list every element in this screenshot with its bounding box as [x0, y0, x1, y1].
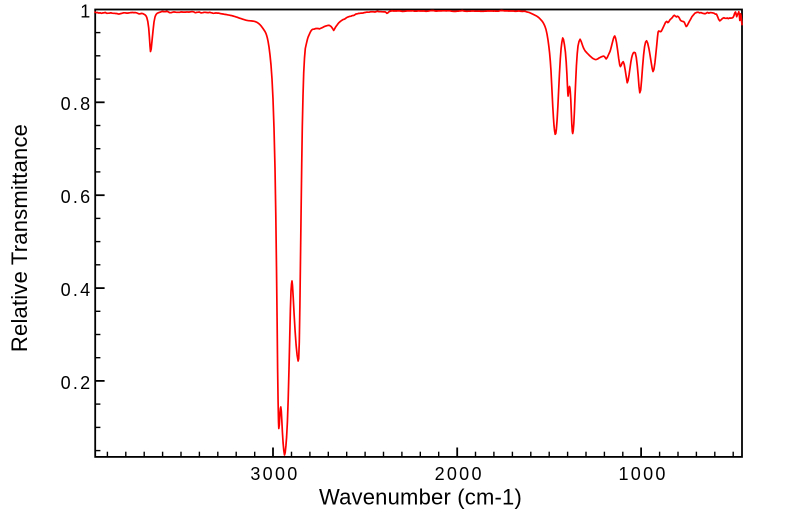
svg-text:0.8: 0.8	[61, 94, 93, 114]
svg-text:Wavenumber (cm-1): Wavenumber (cm-1)	[319, 485, 522, 510]
svg-text:2000: 2000	[435, 464, 484, 484]
svg-text:Relative Transmittance: Relative Transmittance	[7, 124, 32, 352]
svg-text:0.6: 0.6	[61, 187, 93, 207]
svg-text:0.2: 0.2	[61, 373, 93, 393]
svg-text:0.4: 0.4	[61, 280, 93, 300]
svg-text:1: 1	[80, 1, 92, 21]
svg-text:3000: 3000	[250, 464, 299, 484]
svg-text:1000: 1000	[618, 464, 667, 484]
